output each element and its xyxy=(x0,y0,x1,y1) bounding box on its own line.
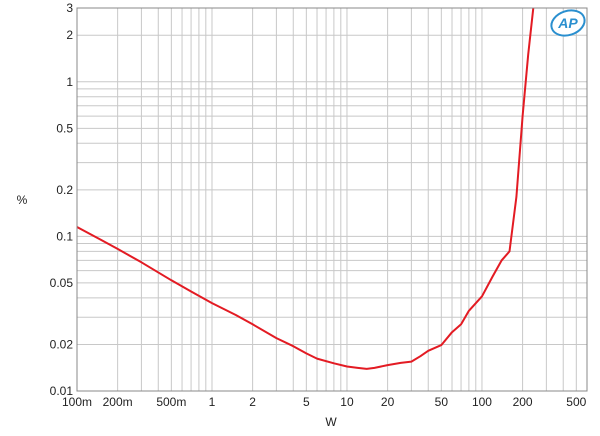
x-tick-label: 500 xyxy=(566,395,586,409)
y-tick-label: 0.1 xyxy=(56,229,73,243)
y-tick-label: 0.05 xyxy=(50,276,74,290)
series-line xyxy=(76,7,535,370)
y-tick-label: 2 xyxy=(66,28,73,42)
x-tick-label: 10 xyxy=(340,395,354,409)
x-tick-label: 50 xyxy=(435,395,449,409)
y-tick-label: 0.02 xyxy=(50,337,74,351)
y-tick-labels: 0.01 0.02 0.05 0.1 0.2 0.5 1 2 3 xyxy=(50,1,74,398)
ap-logo: AP xyxy=(550,9,586,37)
x-tick-label: 500m xyxy=(156,395,186,409)
x-tick-label: 100 xyxy=(472,395,492,409)
x-tick-labels: 100m 200m 500m 1 2 5 10 20 50 100 200 500 xyxy=(62,395,587,409)
plot-frame xyxy=(76,7,588,392)
x-tick-label: 20 xyxy=(381,395,395,409)
x-tick-label: 200 xyxy=(513,395,533,409)
grid-lines xyxy=(77,8,587,391)
x-tick-label: 2 xyxy=(249,395,256,409)
ap-logo-ring xyxy=(550,9,586,37)
y-tick-label: 3 xyxy=(66,1,73,15)
x-axis-label: W xyxy=(325,415,337,429)
y-tick-label: 0.2 xyxy=(56,183,73,197)
plot-lines xyxy=(76,7,535,370)
y-axis-label: % xyxy=(17,193,28,207)
y-tick-label: 1 xyxy=(66,75,73,89)
x-tick-label: 200m xyxy=(103,395,133,409)
ap-logo-text: AP xyxy=(557,15,578,31)
y-tick-label: 0.5 xyxy=(56,121,73,135)
x-tick-label: 100m xyxy=(62,395,92,409)
x-tick-label: 5 xyxy=(303,395,310,409)
x-tick-label: 1 xyxy=(209,395,216,409)
y-tick-label: 0.01 xyxy=(50,384,74,398)
